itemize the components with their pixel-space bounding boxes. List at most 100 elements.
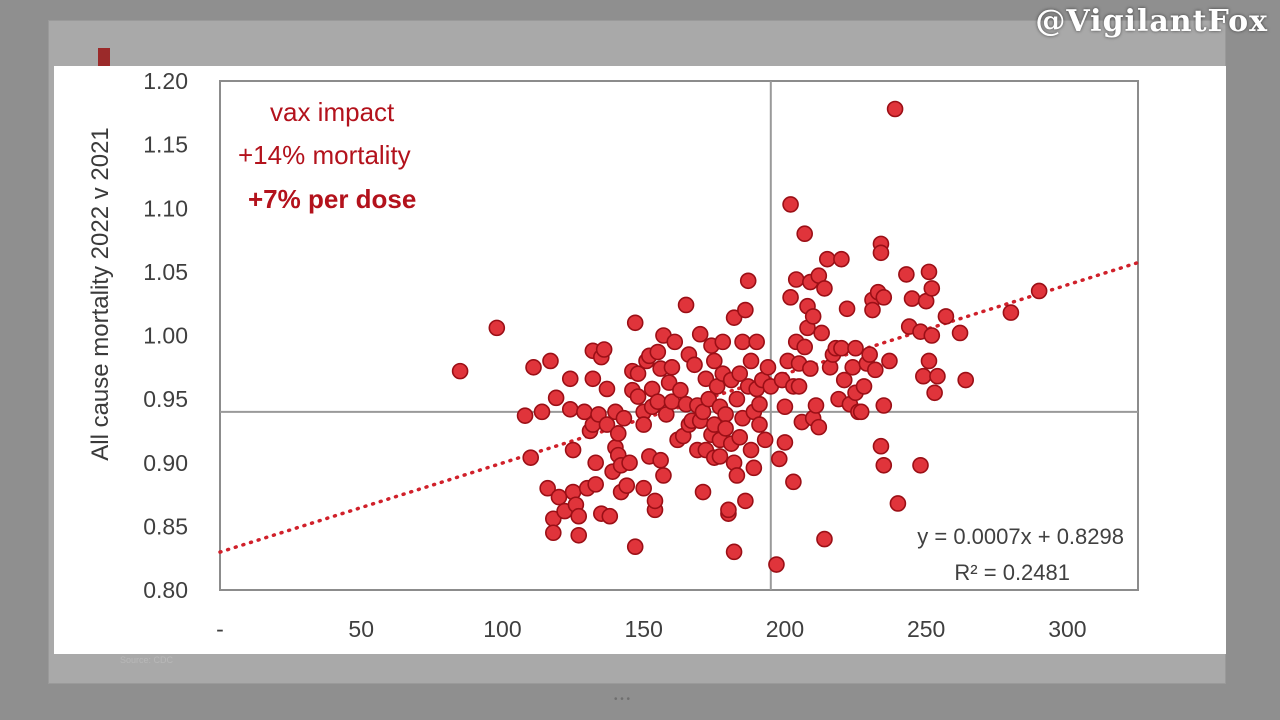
x-tick-label: - — [216, 616, 224, 642]
y-tick-label: 0.90 — [143, 450, 188, 476]
data-point — [725, 309, 743, 326]
data-point — [539, 479, 556, 497]
data-point — [802, 360, 819, 377]
watermark: @VigilantFox — [1035, 4, 1268, 39]
x-tick-label: 300 — [1048, 616, 1086, 642]
data-point — [813, 324, 830, 342]
data-point — [776, 434, 794, 451]
annotation-per-dose: +7% per dose — [248, 184, 416, 214]
data-point — [818, 250, 836, 268]
data-point — [731, 428, 749, 446]
data-point — [957, 371, 974, 389]
data-point — [533, 403, 551, 421]
data-point — [626, 314, 644, 332]
data-point — [621, 454, 638, 472]
data-point — [706, 352, 723, 370]
data-point — [855, 378, 873, 395]
data-point — [677, 296, 695, 314]
data-point — [694, 483, 712, 501]
y-tick-label: 1.20 — [143, 68, 188, 94]
data-point — [785, 473, 802, 491]
data-point — [872, 244, 890, 262]
data-point — [745, 459, 763, 477]
data-point — [598, 416, 616, 433]
data-point — [915, 367, 932, 385]
data-point — [816, 530, 833, 548]
data-point — [516, 407, 534, 424]
data-point — [898, 266, 915, 283]
data-point — [737, 492, 754, 510]
data-point — [838, 300, 856, 318]
slide-accent-mark — [98, 48, 110, 66]
data-point — [728, 467, 746, 484]
r-squared-label: R² = 0.2481 — [954, 560, 1070, 585]
y-tick-label: 0.80 — [143, 577, 188, 603]
data-point — [739, 272, 757, 290]
data-point — [833, 339, 850, 357]
y-axis-label: All cause mortality 2022 v 2021 — [87, 127, 114, 461]
data-point — [1030, 282, 1048, 300]
y-tick-label: 0.95 — [143, 386, 188, 412]
data-point — [711, 448, 729, 465]
annotation-mortality: +14% mortality — [238, 140, 411, 170]
data-point — [609, 425, 627, 442]
data-point — [782, 196, 799, 213]
y-tick-label: 0.85 — [143, 513, 188, 539]
data-point — [875, 397, 893, 414]
data-point — [728, 390, 746, 408]
data-point — [770, 450, 788, 468]
data-point — [550, 488, 568, 506]
data-point — [926, 384, 943, 402]
data-point — [570, 526, 588, 544]
data-point — [522, 449, 540, 466]
data-point — [629, 388, 647, 405]
data-point — [912, 456, 929, 474]
data-point — [852, 403, 870, 421]
data-point — [810, 418, 828, 436]
data-point — [861, 346, 878, 363]
data-point — [547, 389, 565, 407]
data-point — [561, 370, 579, 388]
data-point — [629, 365, 647, 382]
y-tick-label: 1.05 — [143, 259, 188, 285]
data-point — [561, 401, 579, 418]
data-point — [748, 333, 765, 351]
data-point — [881, 352, 898, 370]
data-point — [951, 324, 969, 342]
data-point — [717, 406, 734, 423]
data-point — [635, 416, 652, 433]
data-point — [646, 492, 664, 510]
data-point — [734, 333, 751, 351]
data-point — [920, 263, 938, 281]
data-point — [903, 290, 921, 307]
data-point — [635, 479, 652, 497]
data-point — [833, 250, 850, 268]
data-point — [816, 280, 833, 297]
data-point — [672, 381, 689, 399]
data-point — [751, 395, 768, 413]
data-point — [720, 501, 737, 519]
data-point — [768, 556, 785, 573]
y-tick-label: 1.15 — [143, 132, 188, 158]
x-tick-label: 200 — [766, 616, 804, 642]
pagination-dots: • • • — [614, 694, 631, 705]
data-point — [564, 441, 582, 459]
data-point — [737, 301, 754, 319]
y-tick-label: 1.00 — [143, 323, 188, 349]
data-point — [525, 359, 542, 376]
data-point — [804, 308, 822, 325]
data-point — [937, 308, 955, 325]
data-point — [595, 341, 613, 358]
data-point — [717, 420, 734, 437]
data-point — [666, 333, 684, 351]
data-point — [663, 359, 681, 376]
data-point — [759, 359, 777, 376]
data-point — [697, 370, 715, 388]
data-point — [787, 271, 805, 288]
data-point — [742, 352, 760, 370]
data-point — [618, 477, 636, 494]
data-point — [725, 543, 743, 561]
data-point — [807, 397, 825, 414]
data-point — [615, 409, 633, 427]
